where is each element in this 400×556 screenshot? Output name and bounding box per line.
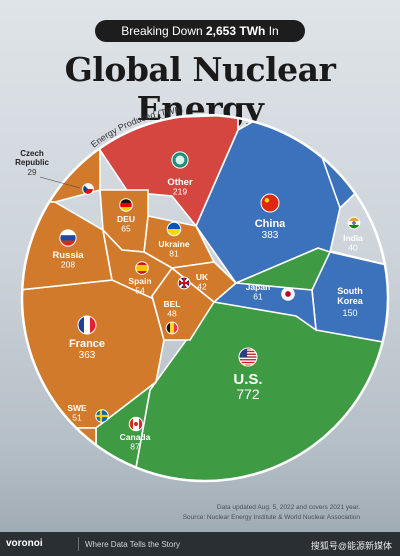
france-flag-icon (77, 315, 97, 335)
canada-flag-icon (128, 416, 144, 432)
value-france: 363 (79, 350, 96, 361)
label-south-korea: South Korea (337, 286, 364, 306)
spain-flag-icon (135, 261, 149, 275)
value-swe: 51 (72, 413, 82, 423)
value-south-korea: 150 (342, 308, 357, 318)
value-spain: 54 (135, 286, 145, 296)
label-czech-republic: Czech Republic (15, 149, 49, 167)
label-japan: Japan (246, 282, 271, 292)
footnote-date: Data updated Aug. 5, 2022 and covers 202… (216, 504, 360, 511)
value-india: 40 (348, 243, 358, 253)
label-uk: UK (196, 272, 209, 282)
czech-republic-flag-icon (82, 183, 94, 195)
ukraine-flag-icon (166, 221, 182, 237)
footer-bar: voronoi Where Data Tells the Story 搜狐号@能… (0, 532, 400, 556)
pill-suffix: In (268, 24, 279, 38)
label-india: India (343, 233, 363, 243)
label-canada: Canada (120, 432, 151, 442)
label-france: France (69, 338, 105, 350)
label-china: China (255, 218, 286, 230)
cell-south-korea (311, 251, 388, 346)
pill-prefix: Breaking Down (121, 24, 203, 38)
deu-flag-icon (119, 198, 133, 212)
brand-logo: voronoi (6, 538, 43, 549)
uk-flag-icon (177, 276, 191, 290)
cell-uk (170, 261, 238, 304)
value-ukraine: 81 (169, 249, 179, 259)
label-deu: DEU (117, 214, 135, 224)
pill-total: 2,653 TWh (206, 24, 266, 38)
footer-divider (78, 537, 79, 551)
swe-flag-icon (95, 409, 109, 423)
japan-flag-icon (281, 287, 295, 301)
value-japan: 61 (253, 292, 263, 302)
brand-tagline: Where Data Tells the Story (85, 540, 181, 549)
cell-russia (22, 199, 113, 293)
bel-flag-icon (165, 321, 179, 335)
value-bel: 48 (167, 309, 177, 319)
watermark: 搜狐号@能源新媒体 (310, 541, 392, 551)
label-bel: BEL (164, 299, 181, 309)
footnote-source: Source: Nuclear Energy Institute & World… (182, 514, 360, 521)
total-pill: Breaking Down 2,653 TWh In (95, 20, 305, 42)
value-china: 383 (262, 230, 279, 241)
value-u-s-: 772 (236, 386, 260, 402)
label-ukraine: Ukraine (158, 239, 189, 249)
label-russia: Russia (52, 250, 84, 261)
china-flag-icon (260, 193, 280, 213)
value-other: 219 (173, 187, 187, 197)
value-russia: 208 (61, 260, 75, 270)
label-swe: SWE (67, 403, 87, 413)
label-other: Other (167, 177, 193, 188)
value-canada: 87 (130, 442, 140, 452)
value-czech-republic: 29 (28, 168, 37, 177)
label-u-s-: U.S. (233, 371, 262, 388)
label-spain: Spain (128, 276, 151, 286)
u-s--flag-icon (238, 347, 258, 367)
value-uk: 42 (197, 282, 207, 292)
cell-bel (151, 266, 216, 341)
russia-flag-icon (59, 229, 77, 247)
other-flag-icon (171, 151, 189, 169)
value-deu: 65 (121, 224, 131, 234)
india-flag-icon (347, 216, 361, 230)
